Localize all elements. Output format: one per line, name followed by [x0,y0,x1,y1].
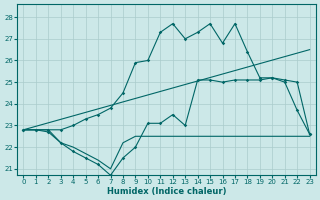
X-axis label: Humidex (Indice chaleur): Humidex (Indice chaleur) [107,187,226,196]
